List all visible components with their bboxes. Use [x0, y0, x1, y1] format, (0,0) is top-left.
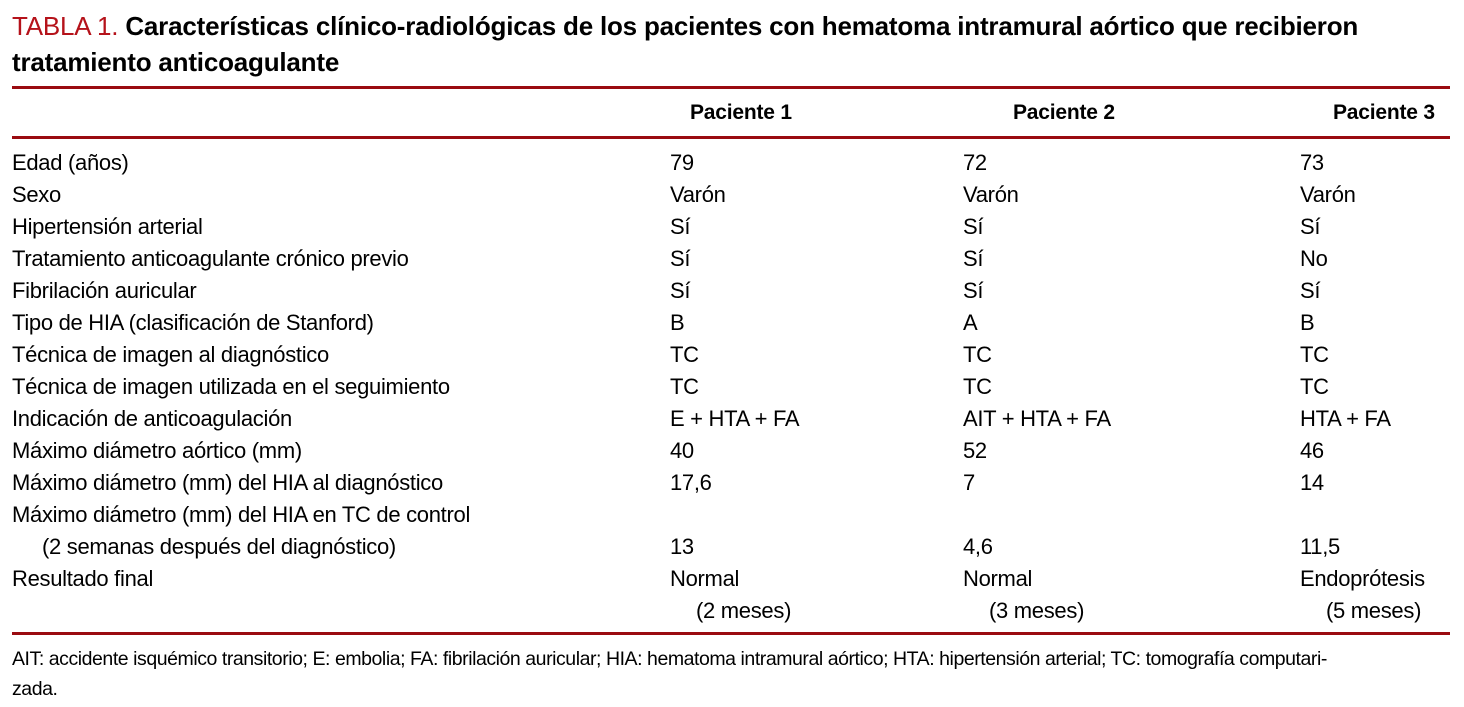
row-label: Edad (años) [12, 150, 129, 175]
cell-paciente-3: Varón [1300, 182, 1356, 207]
row-label: Máximo diámetro (mm) del HIA en TC de co… [12, 502, 471, 527]
row-label: Hipertensión arterial [12, 214, 203, 239]
divider-below-header [12, 136, 1450, 139]
cell-paciente-2: Sí [963, 246, 984, 271]
column-header-paciente-1: Paciente 1 [690, 100, 792, 124]
cell-paciente-1: 79 [670, 150, 694, 175]
cell-paciente-2: AIT + HTA + FA [963, 406, 1111, 431]
cell-paciente-1: Sí [670, 214, 691, 239]
table-row-sexo: Sexo Varón Varón Varón [12, 179, 1450, 211]
table-row-diametro-hia-control: Máximo diámetro (mm) del HIA en TC de co… [12, 499, 1450, 531]
table-row-fibrilacion: Fibrilación auricular Sí Sí Sí [12, 275, 1450, 307]
table-row-dos-semanas: (2 semanas después del diagnóstico) 13 4… [12, 531, 1450, 563]
cell-paciente-3 [1300, 499, 1450, 531]
cell-paciente-2: 7 [963, 470, 975, 495]
row-label: Fibrilación auricular [12, 278, 197, 303]
cell-paciente-3: B [1300, 310, 1315, 335]
cell-paciente-1: E + HTA + FA [670, 406, 800, 431]
cell-paciente-1: 13 [670, 534, 694, 559]
cell-paciente-1: Sí [670, 278, 691, 303]
table-row-tipo-hia: Tipo de HIA (clasificación de Stanford) … [12, 307, 1450, 339]
cell-paciente-3: Endoprótesis [1300, 566, 1425, 591]
cell-paciente-1: Varón [670, 182, 726, 207]
cell-paciente-2: (3 meses) [989, 598, 1085, 623]
table-title: TABLA 1. Características clínico-radioló… [12, 8, 1450, 80]
table-row-diametro-hia-diagnostico: Máximo diámetro (mm) del HIA al diagnóst… [12, 467, 1450, 499]
divider-below-table [12, 632, 1450, 635]
cell-paciente-3: No [1300, 246, 1328, 271]
cell-paciente-1: 17,6 [670, 470, 712, 495]
cell-paciente-3: HTA + FA [1300, 406, 1391, 431]
cell-paciente-1: Normal [670, 566, 740, 591]
row-label: Técnica de imagen al diagnóstico [12, 342, 329, 367]
table-row-tratamiento-previo: Tratamiento anticoagulante crónico previ… [12, 243, 1450, 275]
cell-paciente-3: 14 [1300, 470, 1324, 495]
cell-paciente-3: (5 meses) [1326, 598, 1422, 623]
table-row-resultado: Resultado final Normal Normal Endoprótes… [12, 563, 1450, 595]
row-label: Técnica de imagen utilizada en el seguim… [12, 374, 450, 399]
cell-paciente-2: TC [963, 342, 992, 367]
cell-paciente-2: Sí [963, 214, 984, 239]
table-row-tecnica-seguimiento: Técnica de imagen utilizada en el seguim… [12, 371, 1450, 403]
cell-paciente-1: 40 [670, 438, 694, 463]
table-row-edad: Edad (años) 79 72 73 [12, 147, 1450, 179]
footnote-line-2: zada. [12, 678, 58, 700]
cell-paciente-2: Varón [963, 182, 1019, 207]
row-label: (2 semanas después del diagnóstico) [42, 534, 396, 559]
row-label: Máximo diámetro (mm) del HIA al diagnóst… [12, 470, 443, 495]
cell-paciente-3: 11,5 [1300, 534, 1340, 559]
footnote-abbreviations: AIT: accidente isquémico transitorio; E:… [12, 644, 1450, 704]
row-label: Resultado final [12, 566, 154, 591]
row-label: Máximo diámetro aórtico (mm) [12, 438, 302, 463]
row-label [12, 595, 670, 627]
table-title-text: Características clínico-radiológicas de … [12, 11, 1359, 77]
cell-paciente-3: Sí [1300, 278, 1321, 303]
table-row-hipertension: Hipertensión arterial Sí Sí Sí [12, 211, 1450, 243]
column-header-paciente-3: Paciente 3 [1333, 100, 1435, 124]
cell-paciente-3: Sí [1300, 214, 1321, 239]
cell-paciente-3: TC [1300, 342, 1329, 367]
footnote-line-1: AIT: accidente isquémico transitorio; E:… [12, 648, 1327, 670]
row-label: Indicación de anticoagulación [12, 406, 292, 431]
row-label: Tratamiento anticoagulante crónico previ… [12, 246, 409, 271]
table-header-row: Paciente 1 Paciente 2 Paciente 3 [12, 89, 1450, 136]
cell-paciente-2: Normal [963, 566, 1033, 591]
cell-paciente-3: TC [1300, 374, 1329, 399]
cell-paciente-1: Sí [670, 246, 691, 271]
row-label: Tipo de HIA (clasificación de Stanford) [12, 310, 374, 335]
table-row-meses: (2 meses) (3 meses) (5 meses) [12, 595, 1450, 627]
column-header-paciente-2: Paciente 2 [1013, 100, 1115, 124]
cell-paciente-1: TC [670, 374, 699, 399]
cell-paciente-2 [963, 499, 1300, 531]
table-row-indicacion: Indicación de anticoagulación E + HTA + … [12, 403, 1450, 435]
cell-paciente-2: 72 [963, 150, 987, 175]
table-number-label: TABLA 1. [12, 11, 119, 41]
table-body: Edad (años) 79 72 73 Sexo Varón Varón Va… [12, 139, 1450, 630]
row-label: Sexo [12, 182, 61, 207]
table-row-diametro-aortico: Máximo diámetro aórtico (mm) 40 52 46 [12, 435, 1450, 467]
cell-paciente-2: 4,6 [963, 534, 993, 559]
cell-paciente-1: TC [670, 342, 699, 367]
cell-paciente-1: B [670, 310, 685, 335]
cell-paciente-2: TC [963, 374, 992, 399]
cell-paciente-2: A [963, 310, 978, 335]
cell-paciente-1: (2 meses) [696, 598, 792, 623]
table-row-tecnica-diagnostico: Técnica de imagen al diagnóstico TC TC T… [12, 339, 1450, 371]
cell-paciente-3: 73 [1300, 150, 1324, 175]
cell-paciente-1 [670, 499, 963, 531]
cell-paciente-2: 52 [963, 438, 987, 463]
divider-below-title [12, 86, 1450, 89]
cell-paciente-3: 46 [1300, 438, 1324, 463]
cell-paciente-2: Sí [963, 278, 984, 303]
